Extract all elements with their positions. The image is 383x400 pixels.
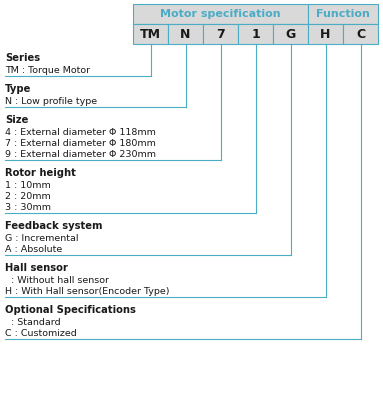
Text: G: G	[285, 28, 296, 40]
Bar	[168, 24, 203, 44]
Text: A : Absolute: A : Absolute	[5, 245, 62, 254]
Text: N : Low profile type: N : Low profile type	[5, 97, 97, 106]
Text: Motor specification: Motor specification	[160, 9, 281, 19]
Text: 7: 7	[216, 28, 225, 40]
Bar	[133, 24, 168, 44]
Text: Feedback system: Feedback system	[5, 221, 103, 231]
Text: Size: Size	[5, 115, 28, 125]
Bar	[308, 4, 378, 24]
Text: C: C	[356, 28, 365, 40]
Text: 4 : External diameter Φ 118mm: 4 : External diameter Φ 118mm	[5, 128, 156, 137]
Bar	[203, 24, 238, 44]
Text: 1: 1	[251, 28, 260, 40]
Text: : Without hall sensor: : Without hall sensor	[5, 276, 109, 285]
Bar	[238, 24, 273, 44]
Text: TM: TM	[140, 28, 161, 40]
Text: H: H	[320, 28, 331, 40]
Text: TM : Torque Motor: TM : Torque Motor	[5, 66, 90, 75]
Text: 3 : 30mm: 3 : 30mm	[5, 203, 51, 212]
Text: Series: Series	[5, 53, 40, 63]
Text: H : With Hall sensor(Encoder Type): H : With Hall sensor(Encoder Type)	[5, 287, 170, 296]
Text: Optional Specifications: Optional Specifications	[5, 305, 136, 315]
Text: : Standard: : Standard	[5, 318, 61, 327]
Text: N: N	[180, 28, 191, 40]
Text: Function: Function	[316, 9, 370, 19]
Text: 7 : External diameter Φ 180mm: 7 : External diameter Φ 180mm	[5, 139, 156, 148]
Text: 9 : External diameter Φ 230mm: 9 : External diameter Φ 230mm	[5, 150, 156, 159]
Bar	[308, 24, 343, 44]
Text: 2 : 20mm: 2 : 20mm	[5, 192, 51, 201]
Bar	[133, 4, 308, 24]
Text: 1 : 10mm: 1 : 10mm	[5, 181, 51, 190]
Text: G : Incremental: G : Incremental	[5, 234, 79, 243]
Text: C : Customized: C : Customized	[5, 329, 77, 338]
Text: Rotor height: Rotor height	[5, 168, 76, 178]
Text: Type: Type	[5, 84, 31, 94]
Text: Hall sensor: Hall sensor	[5, 263, 68, 273]
Bar	[343, 24, 378, 44]
Bar	[273, 24, 308, 44]
